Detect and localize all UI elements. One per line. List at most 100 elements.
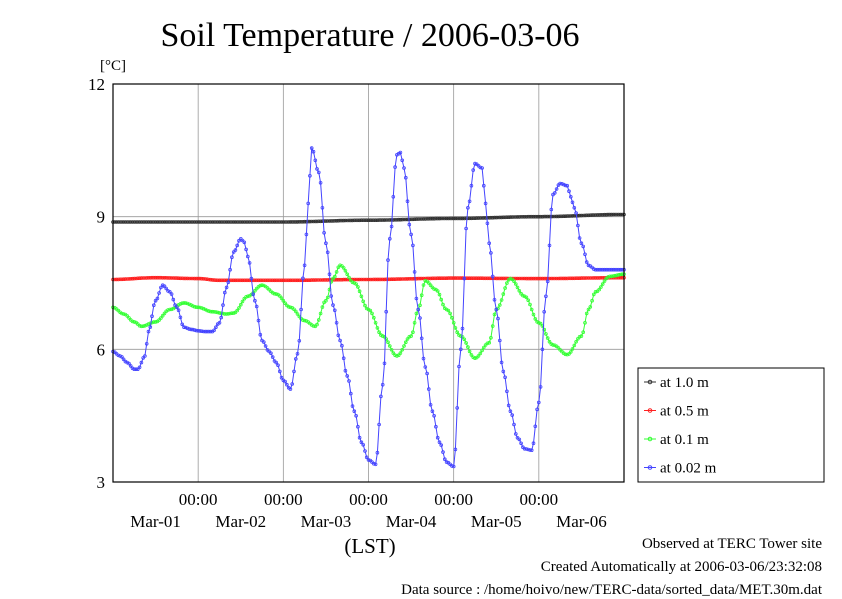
data-point [467, 276, 472, 281]
data-point [387, 277, 392, 282]
data-point [146, 322, 151, 326]
data-point [466, 345, 470, 349]
data-point [574, 339, 578, 344]
data-point [210, 220, 215, 224]
data-point [552, 191, 557, 195]
data-point [535, 407, 539, 412]
data-point [506, 215, 511, 220]
data-point [272, 291, 277, 296]
data-point [414, 217, 419, 221]
data-point [490, 324, 495, 328]
data-point [446, 216, 451, 221]
data-point [114, 277, 119, 282]
data-point [396, 277, 401, 281]
data-point [597, 267, 601, 272]
data-point [299, 220, 303, 224]
data-point [148, 275, 153, 280]
data-point [332, 308, 337, 313]
data-point [487, 241, 492, 246]
data-point [324, 278, 328, 282]
data-point [144, 276, 149, 280]
data-point [132, 276, 137, 281]
data-point [258, 332, 263, 337]
data-point [134, 276, 138, 281]
data-point [249, 276, 254, 281]
data-point [116, 277, 121, 282]
data-point [285, 278, 289, 283]
data-point [325, 278, 330, 282]
data-point [496, 276, 500, 281]
data-point [183, 220, 188, 224]
data-point [584, 276, 589, 280]
data-point [428, 283, 433, 288]
data-point [343, 218, 348, 223]
data-point [561, 182, 566, 187]
data-point [389, 277, 394, 282]
data-point [338, 277, 342, 282]
data-point [208, 277, 213, 282]
data-point [501, 276, 506, 281]
data-point [403, 340, 408, 345]
data-point [428, 402, 433, 407]
data-point [359, 277, 364, 282]
data-point [492, 297, 497, 302]
data-point [272, 220, 277, 224]
x-tick-date-label: Mar-05 [471, 512, 522, 531]
data-point [384, 309, 389, 314]
data-point [215, 220, 220, 224]
data-point [116, 220, 121, 224]
data-point [308, 174, 312, 178]
legend-label: at 0.5 m [660, 404, 709, 420]
data-point [334, 277, 339, 282]
data-point [450, 216, 454, 221]
data-point [583, 276, 587, 280]
data-point [467, 199, 472, 204]
data-point [198, 220, 202, 224]
data-point [558, 276, 562, 281]
data-point [563, 352, 568, 357]
data-point [583, 252, 587, 257]
data-point [403, 277, 408, 281]
data-point [583, 320, 587, 325]
data-point [489, 251, 493, 255]
data-point [341, 277, 346, 282]
data-point [460, 335, 465, 339]
data-point [375, 326, 380, 330]
data-point [471, 168, 476, 172]
data-point [549, 207, 554, 212]
data-point [409, 276, 413, 281]
data-point [599, 213, 603, 217]
data-point [400, 158, 405, 163]
data-point [418, 303, 422, 308]
data-point [421, 217, 426, 221]
data-point [593, 213, 598, 217]
data-point [458, 276, 463, 280]
data-point [340, 277, 344, 282]
data-point [139, 324, 144, 329]
data-point [327, 272, 332, 277]
data-point [228, 267, 232, 272]
data-point [366, 458, 371, 462]
data-point [164, 286, 169, 291]
data-point [185, 276, 190, 281]
data-point [176, 276, 181, 281]
data-point [538, 385, 543, 389]
data-point [157, 220, 161, 224]
data-point [231, 278, 236, 283]
data-point [542, 276, 546, 281]
data-point [242, 220, 247, 224]
data-point [143, 276, 147, 280]
data-point [591, 267, 596, 271]
data-point [494, 307, 499, 312]
data-point [306, 201, 311, 206]
data-point [611, 274, 616, 278]
data-point [560, 182, 564, 186]
data-point [485, 221, 490, 226]
data-point [434, 276, 438, 281]
data-point [279, 220, 284, 224]
data-point [198, 276, 202, 281]
data-point [403, 175, 408, 180]
data-point [224, 312, 229, 316]
data-point [529, 214, 534, 219]
data-point [457, 364, 461, 369]
